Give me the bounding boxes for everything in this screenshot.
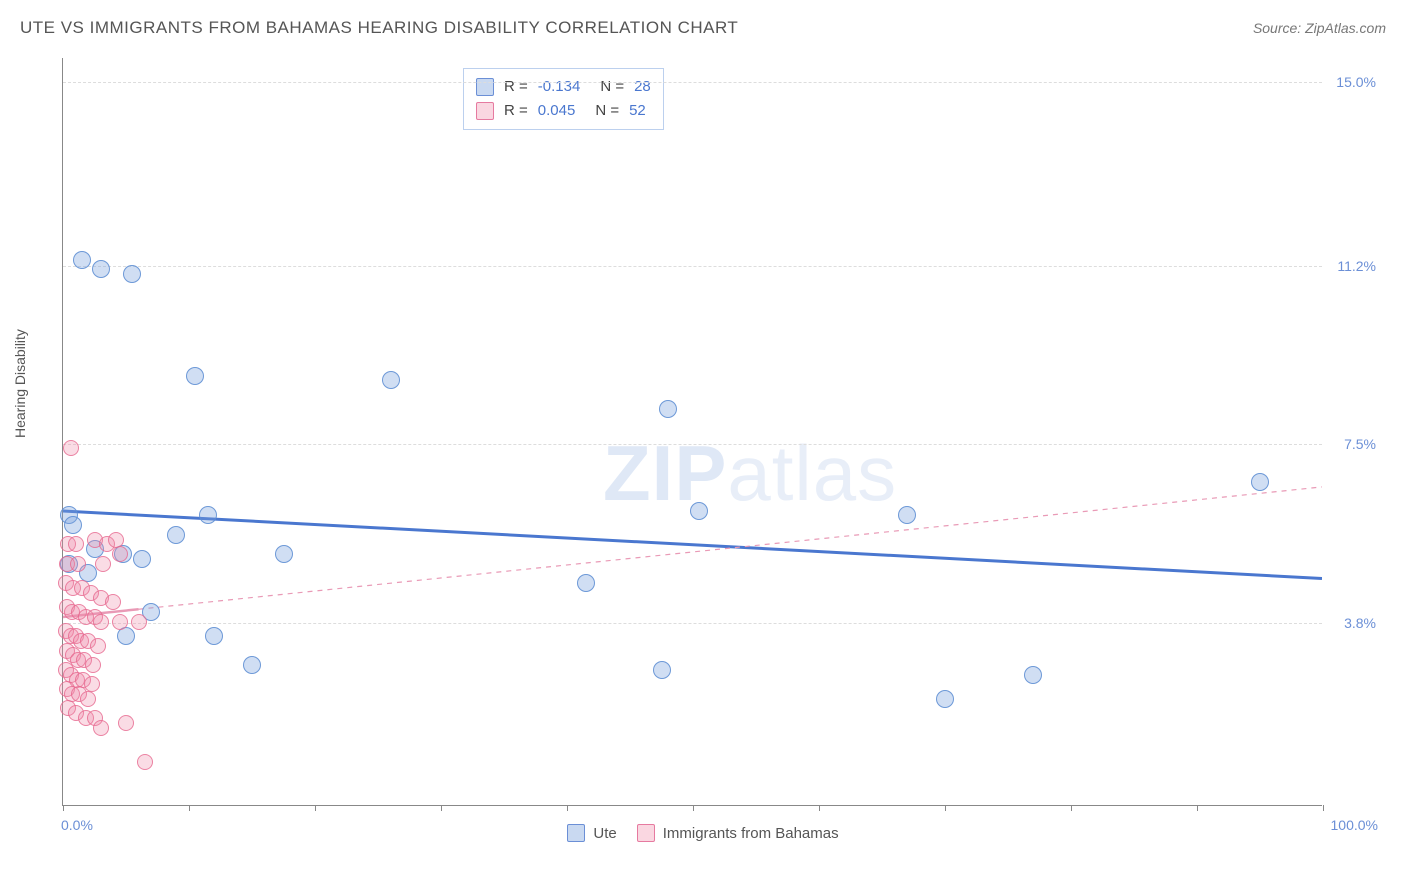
x-tick (189, 805, 190, 811)
swatch-icon (476, 102, 494, 120)
data-point (131, 614, 147, 630)
x-tick (441, 805, 442, 811)
data-point (243, 656, 261, 674)
data-point (93, 720, 109, 736)
swatch-icon (476, 78, 494, 96)
data-point (199, 506, 217, 524)
y-axis-label: Hearing Disability (12, 329, 28, 438)
data-point (898, 506, 916, 524)
correlation-stats-box: R = -0.134 N = 28 R = 0.045 N = 52 (463, 68, 664, 130)
chart-source: Source: ZipAtlas.com (1253, 20, 1386, 36)
data-point (63, 440, 79, 456)
data-point (659, 400, 677, 418)
legend-item: Immigrants from Bahamas (637, 824, 839, 842)
x-tick (315, 805, 316, 811)
data-point (68, 536, 84, 552)
y-tick-label: 15.0% (1336, 74, 1376, 90)
y-tick-label: 3.8% (1344, 615, 1376, 631)
y-tick-label: 11.2% (1337, 258, 1376, 274)
data-point (117, 627, 135, 645)
x-tick (1197, 805, 1198, 811)
chart-title: UTE VS IMMIGRANTS FROM BAHAMAS HEARING D… (20, 18, 738, 38)
x-tick (819, 805, 820, 811)
gridline (63, 444, 1322, 445)
gridline (63, 266, 1322, 267)
legend-item: Ute (567, 824, 616, 842)
data-point (90, 638, 106, 654)
chart-header: UTE VS IMMIGRANTS FROM BAHAMAS HEARING D… (0, 0, 1406, 46)
chart-container: Hearing Disability ZIPatlas 0.0% 100.0% … (20, 48, 1386, 848)
data-point (95, 556, 111, 572)
data-point (275, 545, 293, 563)
x-tick (1071, 805, 1072, 811)
stats-row: R = 0.045 N = 52 (476, 99, 651, 123)
data-point (64, 516, 82, 534)
trend-lines (63, 58, 1322, 805)
data-point (73, 251, 91, 269)
swatch-icon (637, 824, 655, 842)
data-point (85, 657, 101, 673)
data-point (690, 502, 708, 520)
data-point (108, 532, 124, 548)
data-point (167, 526, 185, 544)
data-point (133, 550, 151, 568)
x-tick (1323, 805, 1324, 811)
x-tick (693, 805, 694, 811)
watermark: ZIPatlas (603, 428, 897, 519)
x-tick (63, 805, 64, 811)
y-tick-label: 7.5% (1344, 436, 1376, 452)
data-point (118, 715, 134, 731)
gridline (63, 623, 1322, 624)
data-point (112, 546, 128, 562)
legend: Ute Immigrants from Bahamas (20, 824, 1386, 842)
data-point (70, 556, 86, 572)
data-point (93, 614, 109, 630)
data-point (137, 754, 153, 770)
data-point (186, 367, 204, 385)
data-point (936, 690, 954, 708)
data-point (205, 627, 223, 645)
data-point (653, 661, 671, 679)
swatch-icon (567, 824, 585, 842)
data-point (1024, 666, 1042, 684)
data-point (112, 614, 128, 630)
data-point (105, 594, 121, 610)
x-tick (945, 805, 946, 811)
gridline (63, 82, 1322, 83)
data-point (92, 260, 110, 278)
plot-area: ZIPatlas 0.0% 100.0% R = -0.134 N = 28 R… (62, 58, 1322, 806)
x-tick (567, 805, 568, 811)
data-point (123, 265, 141, 283)
data-point (382, 371, 400, 389)
stats-row: R = -0.134 N = 28 (476, 75, 651, 99)
data-point (1251, 473, 1269, 491)
data-point (80, 691, 96, 707)
data-point (577, 574, 595, 592)
